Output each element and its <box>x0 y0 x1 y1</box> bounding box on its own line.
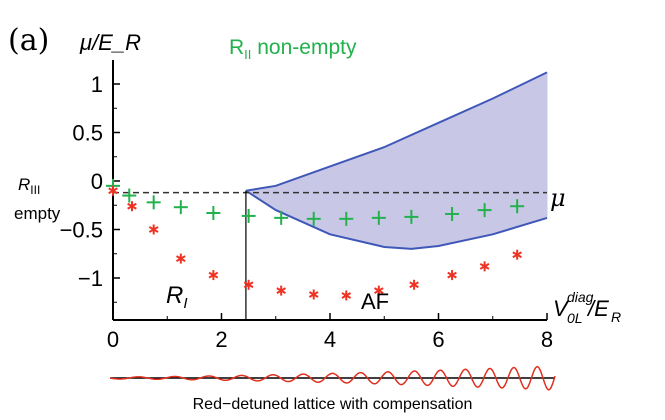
green-plus-point <box>241 208 256 223</box>
red-asterisk-point <box>447 270 457 281</box>
red-asterisk-point <box>208 270 219 281</box>
green-plus-point <box>445 206 460 221</box>
x-tick-label: 0 <box>107 327 119 352</box>
y-tick-label: 1 <box>91 72 103 97</box>
red-asterisk-point <box>341 290 352 301</box>
y-axis-label: μ/E_R <box>79 30 141 55</box>
red-asterisk-point <box>512 249 522 260</box>
red-asterisk-point <box>373 285 384 296</box>
x-tick-label: 2 <box>215 327 227 352</box>
x-axis-label: V diag 0L /E R <box>553 289 621 326</box>
svg-text:V: V <box>553 296 570 321</box>
r-i-annotation: RI <box>166 282 188 312</box>
phase-region <box>245 71 548 250</box>
svg-text:diag: diag <box>567 289 594 305</box>
red-asterisk-point <box>276 285 287 296</box>
y-tick-label: 0.5 <box>72 121 103 146</box>
green-plus-point <box>306 211 321 226</box>
x-tick-label: 6 <box>432 327 444 352</box>
region-upper-boundary <box>245 71 548 192</box>
red-asterisk-point <box>308 289 319 300</box>
lattice-wave <box>109 365 556 391</box>
green-plus-point <box>510 199 525 214</box>
green-plus-point <box>206 206 221 221</box>
red-asterisk-point <box>108 185 118 196</box>
y-tick-label: −0.5 <box>60 218 103 243</box>
green-plus-point <box>146 195 161 210</box>
svg-text:0L: 0L <box>567 310 583 326</box>
y-tick-label: −1 <box>78 266 103 291</box>
green-plus-point <box>477 203 492 218</box>
green-plus-point <box>404 209 419 224</box>
red-asterisk-point <box>148 224 159 235</box>
red-asterisk-point <box>175 253 186 264</box>
green-plus-point <box>122 188 137 203</box>
region-fill <box>245 72 547 249</box>
svg-text:R: R <box>611 309 621 325</box>
caption: Red−detuned lattice with compensation <box>192 396 473 413</box>
r-ii-annotation: RII non-empty <box>229 36 357 62</box>
red-asterisk-point <box>243 279 254 290</box>
region-lower-boundary <box>245 189 548 250</box>
data-marks <box>106 178 525 301</box>
r-iii-empty-text: empty <box>14 204 61 223</box>
green-plus-point <box>274 210 289 225</box>
svg-text:/E: /E <box>586 296 609 321</box>
green-plus-point <box>371 210 386 225</box>
af-annotation: AF <box>361 289 389 314</box>
axes: 0 2 4 6 8 1 0.5 0 −0.5 −1 <box>60 60 553 352</box>
x-tick-label: 4 <box>324 327 336 352</box>
red-asterisk-point <box>409 279 419 290</box>
x-tick-label: 8 <box>541 327 553 352</box>
wave-curve <box>109 365 556 391</box>
green-plus-point <box>173 200 188 215</box>
r-iii-annotation: RIII <box>18 175 40 197</box>
red-asterisk-point <box>479 261 490 272</box>
red-asterisk-point <box>127 201 137 212</box>
y-tick-label: 0 <box>91 169 103 194</box>
green-plus-point <box>339 211 354 226</box>
panel-label: (a) <box>8 23 49 58</box>
mu-label: μ <box>550 184 566 212</box>
